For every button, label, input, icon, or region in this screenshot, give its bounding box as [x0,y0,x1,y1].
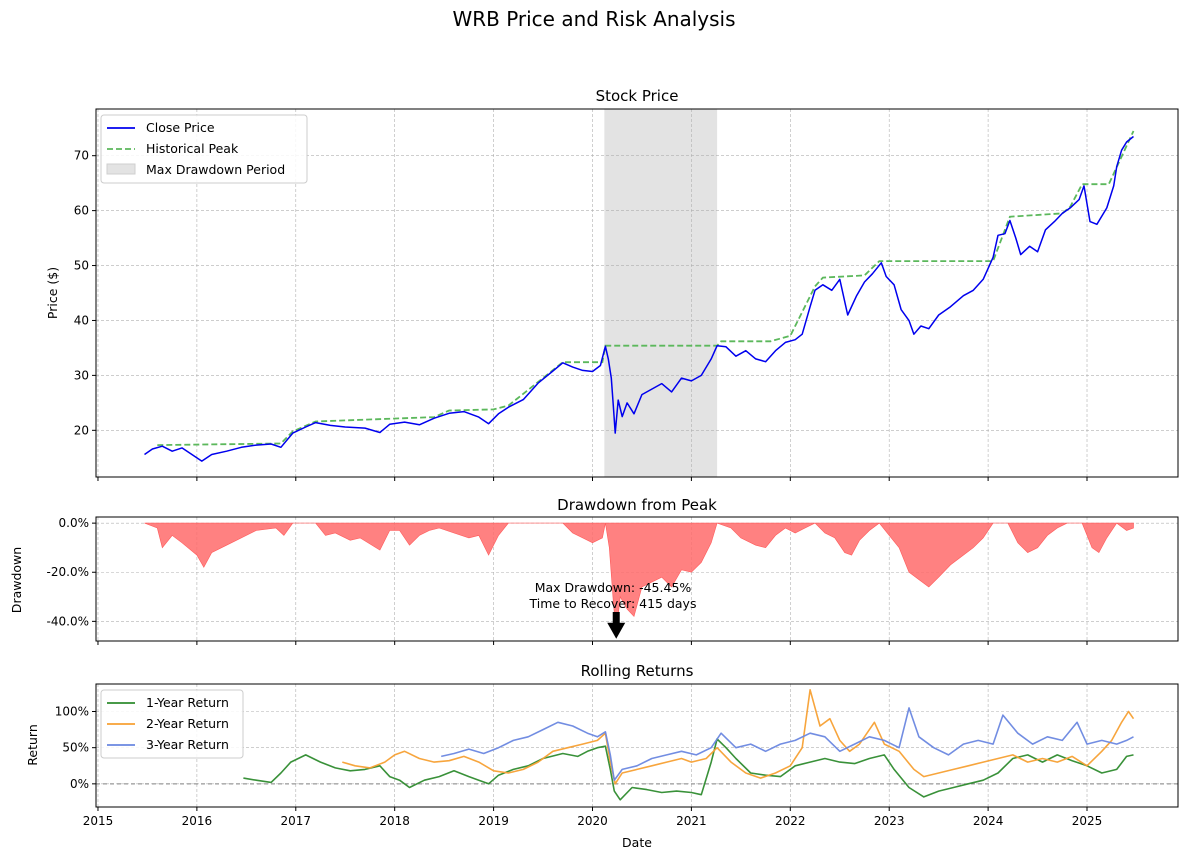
returns-plot-area [96,689,1178,801]
max-drawdown-annotation-line1: Max Drawdown: -45.45% [535,580,692,595]
drawdown-plot-area [144,522,1134,635]
returns-x-tick-label: 2017 [281,814,312,828]
returns-x-tick-label: 2016 [182,814,213,828]
one-year-return-line [243,738,1134,801]
price-panel: Stock Price Price ($) 20 30 40 50 60 70 Close… [45,87,1179,481]
returns-x-tick-label: 2015 [83,814,114,828]
returns-x-axis-label: Date [622,835,652,850]
legend-historical-peak-label: Historical Peak [146,141,239,156]
price-y-tick-label: 50 [74,259,89,273]
returns-y-tick-label: 100% [55,704,89,718]
price-axes-frame [95,108,1179,478]
drawdown-y-axis-ticks: 0.0% -20.0% -40.0% [47,516,96,628]
returns-x-tick-label: 2018 [379,814,410,828]
historical-peak-line [157,130,1135,446]
arrow-head [607,622,626,639]
returns-x-tick-label: 2021 [676,814,707,828]
returns-x-tick-label: 2024 [973,814,1004,828]
price-y-tick-label: 70 [74,149,89,163]
drawdown-area [144,522,1134,635]
drawdown-y-tick-label: -20.0% [47,565,89,579]
returns-y-axis-ticks: 0% 50% 100% [55,704,96,791]
price-legend: Close Price Historical Peak Max Drawdown… [100,114,308,184]
returns-y-tick-label: 50% [62,741,89,755]
returns-panel-title: Rolling Returns [581,662,694,680]
returns-x-tick-label: 2025 [1072,814,1103,828]
drawdown-y-tick-label: 0.0% [59,516,90,530]
price-y-tick-label: 60 [74,204,89,218]
drawdown-annotation: Max Drawdown: -45.45% Time to Recover: 4… [529,580,697,639]
max-drawdown-annotation-line2: Time to Recover: 415 days [529,596,697,611]
legend-close-price-label: Close Price [146,120,215,135]
two-year-return-line [342,689,1135,785]
price-panel-title: Stock Price [596,87,679,105]
returns-y-axis-label: Return [25,724,40,765]
returns-panel: Rolling Returns Return Date 0% 50% 100% 20… [25,662,1179,850]
max-drawdown-shaded-region [604,109,718,477]
drawdown-panel-title: Drawdown from Peak [557,496,717,514]
legend-max-drawdown-swatch [106,163,136,175]
returns-x-tick-label: 2019 [478,814,509,828]
returns-x-tick-label: 2020 [577,814,608,828]
drawdown-x-axis-ticks [97,641,1088,645]
price-y-axis-label: Price ($) [45,267,60,319]
drawdown-y-tick-label: -40.0% [47,614,89,628]
legend-1yr-label: 1-Year Return [146,695,229,710]
price-x-axis-ticks [97,477,1088,481]
returns-legend: 1-Year Return 2-Year Return 3-Year Retur… [100,689,244,759]
close-price-line [144,135,1134,462]
drawdown-axes-frame [95,516,1179,642]
price-plot-area [144,130,1135,462]
drawdown-y-axis-label: Drawdown [9,547,24,613]
figure-title: WRB Price and Risk Analysis [452,7,735,31]
returns-x-tick-label: 2023 [874,814,905,828]
legend-max-drawdown-label: Max Drawdown Period [146,162,285,177]
max-drawdown-arrow [607,612,626,639]
price-y-tick-label: 20 [74,423,89,437]
returns-x-tick-label: 2022 [775,814,806,828]
price-y-axis-ticks: 20 30 40 50 60 70 [74,149,96,437]
max-drawdown-period-rect [604,109,718,477]
price-y-tick-label: 40 [74,313,89,327]
returns-y-tick-label: 0% [70,777,89,791]
drawdown-panel: Drawdown from Peak Drawdown 0.0% -20.0% -4… [9,496,1179,645]
price-y-tick-label: 30 [74,368,89,382]
legend-2yr-label: 2-Year Return [146,716,229,731]
returns-x-axis-ticks: 2015 2016 2017 2018 2019 2020 2021 2022 2023 2024… [83,807,1103,828]
three-year-return-line [441,707,1134,781]
legend-3yr-label: 3-Year Return [146,737,229,752]
returns-axes-frame [95,683,1179,808]
